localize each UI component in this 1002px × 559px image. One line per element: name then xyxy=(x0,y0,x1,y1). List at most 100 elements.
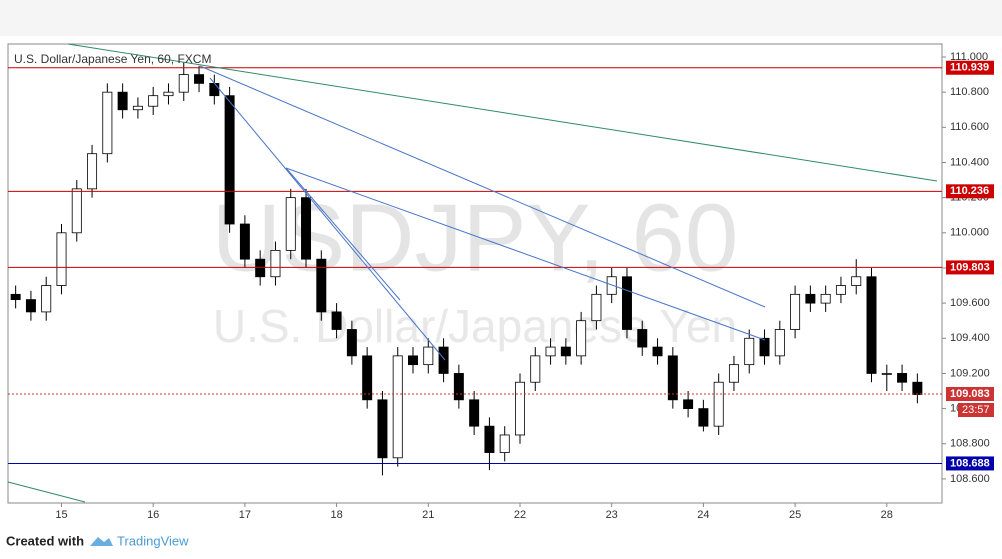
candle-body xyxy=(423,346,434,366)
candle-body xyxy=(362,355,373,401)
candle-body xyxy=(331,311,342,330)
x-tick-label: 25 xyxy=(789,509,801,521)
watermark-group: USDJPY, 60 U.S. Dollar/Japanese Yen xyxy=(212,184,739,352)
price-label: 109.803 xyxy=(950,261,990,273)
price-label: 108.688 xyxy=(950,457,990,469)
countdown: 23:57 xyxy=(962,404,990,416)
candle-body xyxy=(132,105,143,111)
y-tick-label: 108.600 xyxy=(950,473,990,485)
candle-body xyxy=(224,95,235,225)
chart-title: U.S. Dollar/Japanese Yen, 60, FXCM xyxy=(14,52,211,66)
price-label-bg xyxy=(946,60,994,75)
y-tick-label: 111.000 xyxy=(950,51,988,63)
candle-body xyxy=(377,399,388,459)
candle-body xyxy=(285,197,296,251)
candle-body xyxy=(239,223,250,260)
y-tick-label: 110.400 xyxy=(950,156,989,168)
candle-body xyxy=(163,91,174,97)
y-tick-label: 109.200 xyxy=(950,367,990,379)
watermark-subtitle: U.S. Dollar/Japanese Yen xyxy=(213,300,737,352)
candle-body xyxy=(41,285,52,313)
trend-line xyxy=(285,167,401,301)
trend-lines xyxy=(7,43,938,503)
candle-body xyxy=(728,364,739,383)
x-tick-label: 22 xyxy=(514,509,526,521)
candle-body xyxy=(591,293,602,322)
candle-body xyxy=(499,434,510,453)
candle-body xyxy=(148,95,159,107)
trend-line xyxy=(67,43,938,182)
logo xyxy=(90,537,113,546)
candle-body xyxy=(667,355,678,401)
price-label-bg xyxy=(946,387,994,402)
candle-body xyxy=(117,91,128,111)
candle-body xyxy=(851,276,862,286)
trend-line xyxy=(199,65,766,308)
x-tick-label: 23 xyxy=(606,509,618,521)
x-tick-label: 17 xyxy=(239,509,251,521)
candle-body xyxy=(87,153,98,190)
candle-body xyxy=(71,188,82,234)
candle-body xyxy=(194,74,205,84)
candle-body xyxy=(606,276,617,295)
candle-body xyxy=(897,373,908,383)
y-tick-label: 110.000 xyxy=(950,227,989,239)
candle-body xyxy=(25,299,36,313)
candle-body xyxy=(178,74,189,93)
trend-line xyxy=(285,167,766,341)
candle-body xyxy=(56,232,67,286)
x-tick-label: 16 xyxy=(147,509,159,521)
candle-body xyxy=(255,258,266,278)
x-tick-label: 24 xyxy=(697,509,709,521)
candle-body xyxy=(545,346,556,357)
price-label: 109.083 xyxy=(950,388,990,400)
candle-body xyxy=(209,82,220,97)
candle-body xyxy=(301,197,312,260)
footer-brand[interactable]: TradingView xyxy=(117,533,189,548)
candle-body xyxy=(270,249,281,278)
price-label: 110.939 xyxy=(950,62,989,74)
candle-body xyxy=(652,346,663,357)
watermark: USDJPY, 60 xyxy=(212,184,739,291)
candle-body xyxy=(408,355,418,366)
candle-body xyxy=(866,276,877,374)
trend-line xyxy=(7,481,86,503)
x-tick-label: 18 xyxy=(330,509,342,521)
candle-body xyxy=(805,293,816,304)
trend-line xyxy=(209,77,446,361)
candle-body xyxy=(912,381,923,395)
footer-created: Created with xyxy=(6,533,84,548)
candle-body xyxy=(102,91,113,155)
price-label: 110.236 xyxy=(950,185,989,197)
candle-body xyxy=(576,320,587,357)
top-bar xyxy=(0,0,1002,36)
y-tick-label: 109.400 xyxy=(950,332,990,344)
candle-body xyxy=(637,329,648,348)
candle-body xyxy=(346,329,357,357)
candle-body xyxy=(453,373,464,401)
countdown-bg xyxy=(958,403,994,418)
candle-body xyxy=(744,337,755,366)
candle-body xyxy=(774,329,785,357)
candle-body xyxy=(698,408,709,427)
candle-body xyxy=(438,346,449,374)
x-tick-label: 28 xyxy=(881,509,893,521)
candle-body xyxy=(881,373,892,375)
x-tick-label: 21 xyxy=(422,509,434,521)
candle-body xyxy=(621,276,632,330)
candle-body xyxy=(530,355,541,383)
candle-body xyxy=(10,293,21,301)
candle-body xyxy=(713,381,724,427)
y-tick-label: 110.600 xyxy=(950,121,989,133)
price-label-bg xyxy=(946,260,994,275)
y-tick-label: 109.600 xyxy=(950,297,990,309)
y-tick-label: 108.800 xyxy=(950,438,990,450)
candle-body xyxy=(820,293,831,304)
price-label-bg xyxy=(946,456,994,471)
candle-body xyxy=(560,346,571,357)
candle-body xyxy=(392,355,403,459)
candle-body xyxy=(469,399,480,427)
x-tick-label: 15 xyxy=(55,509,67,521)
